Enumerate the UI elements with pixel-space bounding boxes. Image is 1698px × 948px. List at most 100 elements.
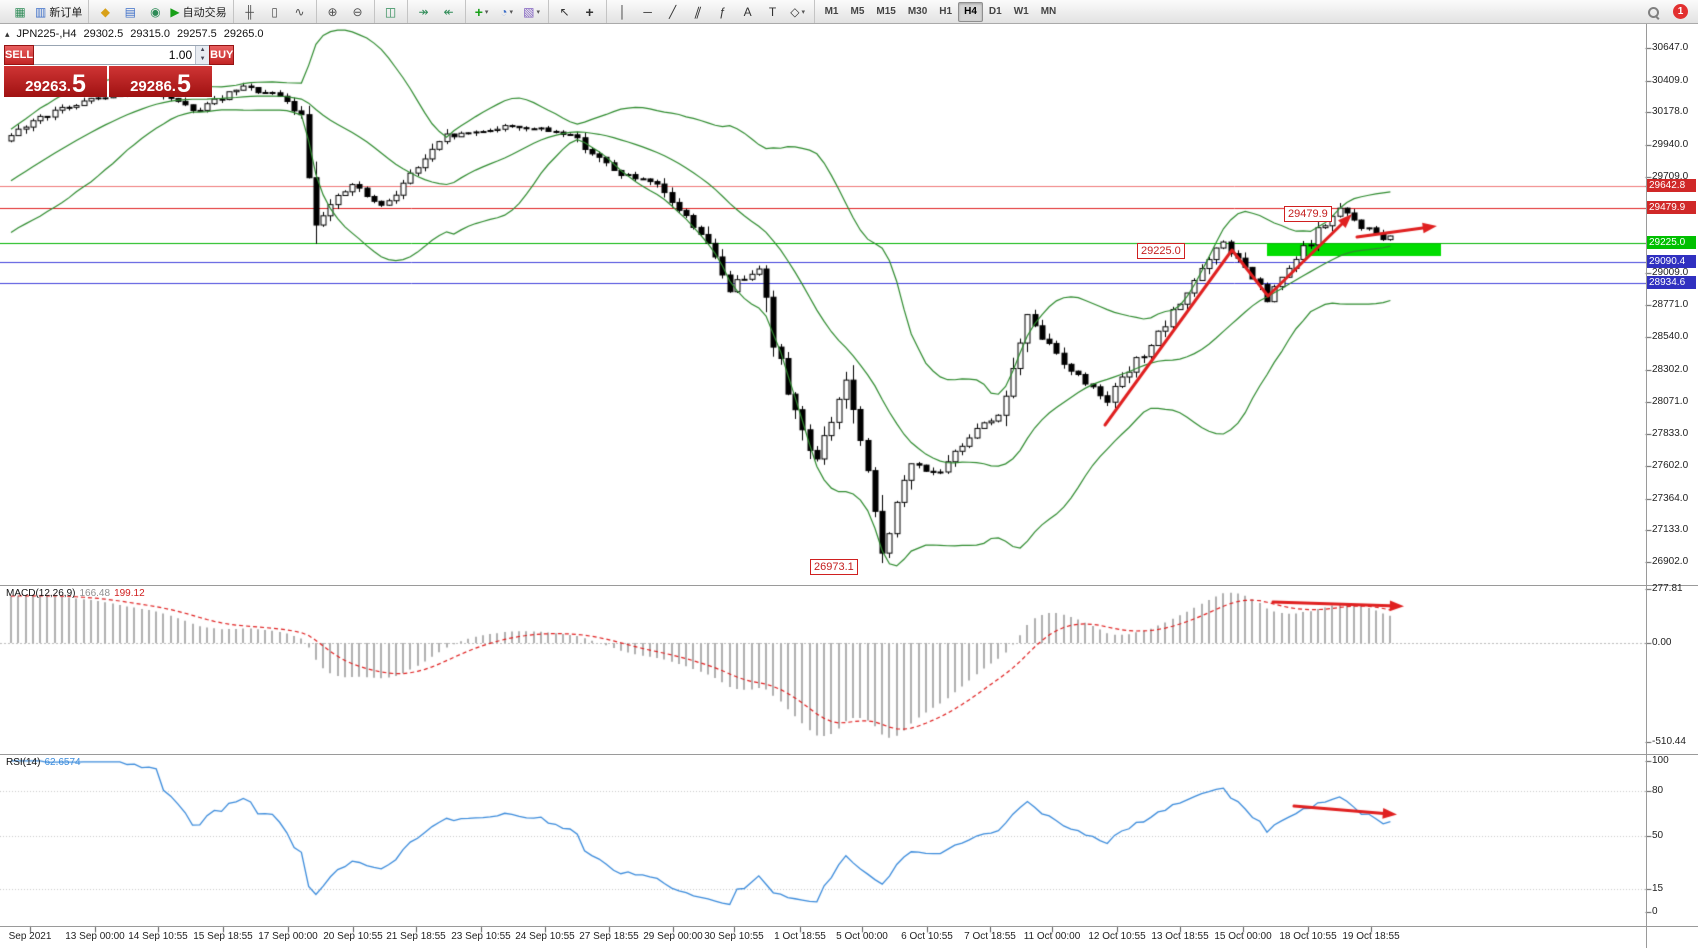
time-label: 24 Sep 10:55 [515,931,575,942]
price-tick-label: 28071.0 [1652,395,1689,407]
candlestick-chart-button[interactable]: ▯ [263,2,287,22]
cursor-button[interactable]: ↖ [553,2,577,22]
pane-separator-macd[interactable] [0,585,1698,586]
text-label-icon: T [768,4,777,19]
price-level-tag: 28934.6 [1647,276,1696,290]
volume-input[interactable] [34,46,196,64]
periods-button[interactable]: ◔ ▾ [495,2,519,22]
sell-price-pip: 5 [71,70,86,98]
tile-windows-button[interactable]: ◫ [379,2,403,22]
timeframe-m15[interactable]: M15 [876,6,896,17]
one-click-collapse-icon[interactable]: ▴ [5,28,10,39]
dropdown-caret-icon: ▾ [536,8,540,16]
search-button[interactable] [1641,2,1665,22]
market-watch-button[interactable]: ◆ [93,2,117,22]
buy-button[interactable]: BUY [209,45,235,65]
new-order-icon: ▥ [35,4,47,19]
time-label: 20 Sep 10:55 [323,931,383,942]
horizontal-line-button[interactable]: ─ [636,2,660,22]
notification-badge[interactable]: 1 [1673,4,1688,19]
time-label: 21 Sep 18:55 [386,931,446,942]
bar-chart-button[interactable]: ╫ [238,2,262,22]
time-label: 5 Oct 00:00 [836,931,888,942]
price-level-tag: 29090.4 [1647,254,1696,268]
sell-button[interactable]: SELL [4,45,35,65]
timeframe-m5[interactable]: M5 [850,6,865,17]
price-tick-label: 29709.0 [1652,170,1689,182]
timeframe-h1[interactable]: H1 [939,6,953,17]
autotrading-button[interactable]: ▶ 自动交易 [168,2,228,22]
time-label: 13 Sep 00:00 [65,931,125,942]
text-label-button[interactable]: T [761,2,785,22]
shapes-button[interactable]: ◇ ▾ [786,2,810,22]
timeframe-m30[interactable]: M30 [907,6,928,17]
navigator-button[interactable]: ◉ [143,2,167,22]
pane-separator-rsi[interactable] [0,754,1698,755]
toolbar-group-1: ◆ ▤ ◉ ▶ 自动交易 [88,0,232,23]
price-level-tag: 29225.0 [1647,236,1696,250]
chart-shift-icon: ↞ [443,4,454,19]
bar-high-value: 29315.0 [130,28,170,40]
buy-price-button[interactable]: 29286. 5 [109,66,212,97]
time-label: 11 Oct 00:00 [1023,931,1081,942]
chart-shift-button[interactable]: ↞ [437,2,461,22]
volume-box: ▲ ▼ [34,45,210,65]
toolbar-group-7: ↖ + [547,0,606,23]
new-order-button[interactable]: ▥ 新订单 [33,2,84,22]
auto-scroll-button[interactable]: ↠ [412,2,436,22]
toolbar-group-0: ▦ ▥ 新订单 [4,0,88,23]
price-tick-label: 27833.0 [1652,428,1689,440]
timeframe-d1[interactable]: D1 [988,6,1002,17]
fibonacci-button[interactable]: ƒ [711,2,735,22]
template-icon: ▧ [523,4,535,19]
bar-low-value: 29257.5 [176,28,217,40]
templates-button[interactable]: ▧ ▾ [520,2,544,22]
time-label: 17 Sep 00:00 [258,931,318,942]
data-window-button[interactable]: ▤ [118,2,142,22]
timeframe-mn[interactable]: MN [1040,6,1057,17]
timeframe-h4[interactable]: H4 [958,1,983,22]
volume-increase-button[interactable]: ▲ [196,46,210,55]
price-tick-label: 29009.0 [1652,266,1689,278]
dropdown-caret-icon: ▾ [484,8,489,16]
line-chart-button[interactable]: ∿ [288,2,312,22]
vertical-line-icon: │ [618,4,627,19]
indicators-button[interactable]: + ▾ [470,2,494,22]
data-window-icon: ▤ [124,4,137,19]
timeframe-m1[interactable]: M1 [824,6,839,17]
price-tick-label: 27133.0 [1652,524,1689,536]
vertical-line-button[interactable]: │ [611,2,635,22]
toolbar-group-6: + ▾ ◔ ▾ ▧ ▾ [464,0,548,23]
macd-axis-label: 277.81 [1652,583,1683,595]
bar-close-value: 29265.0 [223,28,264,40]
zoom-in-button[interactable]: ⊕ [321,2,345,22]
text-button[interactable]: A [736,2,760,22]
time-label: 23 Sep 10:55 [451,931,511,942]
zoom-out-button[interactable]: ⊖ [346,2,370,22]
toolbar: ▦ ▥ 新订单 ◆ ▤ ◉ ▶ 自动交易 ╫ ▯ ∿ ⊕ ⊖ ◫ ↠ ↞ + ▾ ◔ ▾ ▧ ▾ ↖ + │ ─ ╱ ∥ ƒ A T ◇ ▾ M1… [0,0,1698,24]
price-callout: 29479.9 [1284,206,1332,222]
volume-decrease-button[interactable]: ▼ [196,55,210,64]
price-tick-label: 30647.0 [1652,42,1689,53]
line-chart-icon: ∿ [294,4,305,19]
bar-chart-icon: ╫ [245,4,254,19]
toolbar-group-8: │ ─ ╱ ∥ ƒ A T ◇ ▾ [605,0,814,23]
trendline-button[interactable]: ╱ [661,2,685,22]
price-tick-label: 30409.0 [1652,74,1689,86]
crosshair-button[interactable]: + [578,2,602,22]
timeframe-w1[interactable]: W1 [1013,6,1029,17]
toolbar-group-5: ↠ ↞ [406,0,465,23]
toolbar-group-3: ⊕ ⊖ [315,0,374,23]
chart-window-button[interactable]: ▦ [8,2,32,22]
time-label: 15 Oct 00:00 [1214,931,1272,942]
autotrading-button-label: 自动交易 [182,6,227,19]
time-label: 18 Oct 10:55 [1279,931,1337,942]
sell-price-button[interactable]: 29263. 5 [4,66,107,97]
equidistant-channel-button[interactable]: ∥ [686,2,710,22]
time-label: 19 Oct 18:55 [1342,931,1400,942]
toolbar-group-4: ◫ [373,0,407,23]
rsi-axis-label: 0 [1652,906,1658,917]
new-order-button-label: 新订单 [49,6,83,19]
market-watch-icon: ◆ [100,4,110,19]
